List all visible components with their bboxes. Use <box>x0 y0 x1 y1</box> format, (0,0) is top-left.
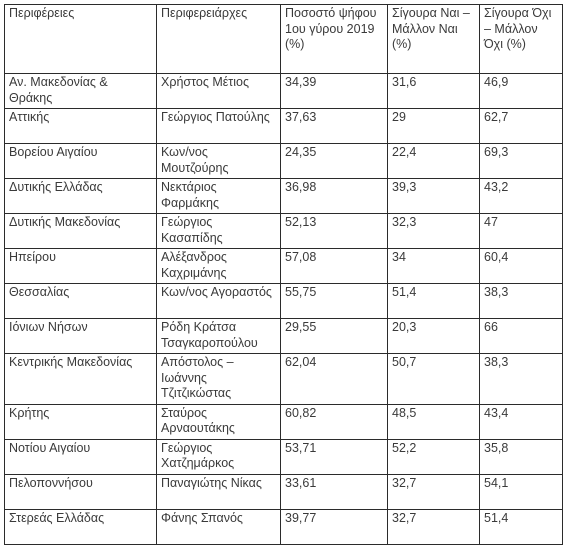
cell-governor: Σταύρος Αρναουτάκης <box>156 403 281 440</box>
cell-no: 47 <box>479 213 563 249</box>
cell-region: Ηπείρου <box>4 248 157 284</box>
cell-yes: 32,3 <box>387 213 480 249</box>
cell-vote-share: 57,08 <box>280 248 388 284</box>
table-row: Νοτίου Αιγαίου Γεώργιος Χατζημάρκος 53,7… <box>4 438 563 475</box>
cell-no: 69,3 <box>479 143 563 179</box>
cell-vote-share: 29,55 <box>280 318 388 354</box>
cell-yes: 34 <box>387 248 480 284</box>
cell-governor: Ρόδη Κράτσα Τσαγκαροπούλου <box>156 318 281 354</box>
cell-vote-share: 37,63 <box>280 108 388 144</box>
table-header-row: Περιφέρειες Περιφερειάρχες Ποσοστό ψήφου… <box>4 4 563 74</box>
cell-vote-share: 39,77 <box>280 508 388 545</box>
cell-vote-share: 52,13 <box>280 213 388 249</box>
cell-region: Θεσσαλίας <box>4 283 157 319</box>
cell-vote-share: 62,04 <box>280 353 388 405</box>
table-row: Δυτικής Ελλάδας Νεκτάριος Φαρμάκης 36,98… <box>4 178 563 214</box>
cell-no: 54,1 <box>479 473 563 510</box>
cell-yes: 20,3 <box>387 318 480 354</box>
cell-yes: 29 <box>387 108 480 144</box>
cell-region: Στερεάς Ελλάδας <box>4 508 157 545</box>
cell-region: Βορείου Αιγαίου <box>4 143 157 179</box>
cell-governor: Αλέξανδρος Καχριμάνης <box>156 248 281 284</box>
cell-governor: Γεώργιος Κασαπίδης <box>156 213 281 249</box>
header-yes: Σίγουρα Ναι – Μάλλον Ναι (%) <box>387 4 480 74</box>
cell-vote-share: 53,71 <box>280 438 388 475</box>
cell-no: 43,4 <box>479 403 563 440</box>
header-region: Περιφέρειες <box>4 4 157 74</box>
cell-governor: Γεώργιος Πατούλης <box>156 108 281 144</box>
table-row: Ηπείρου Αλέξανδρος Καχριμάνης 57,08 34 6… <box>4 248 563 284</box>
cell-region: Δυτικής Ελλάδας <box>4 178 157 214</box>
cell-governor: Νεκτάριος Φαρμάκης <box>156 178 281 214</box>
cell-vote-share: 36,98 <box>280 178 388 214</box>
cell-governor: Φάνης Σπανός <box>156 508 281 545</box>
cell-governor: Κων/νος Αγοραστός <box>156 283 281 319</box>
cell-region: Κεντρικής Μακεδονίας <box>4 353 157 405</box>
cell-yes: 32,7 <box>387 508 480 545</box>
cell-region: Κρήτης <box>4 403 157 440</box>
cell-no: 60,4 <box>479 248 563 284</box>
table-row: Ιόνιων Νήσων Ρόδη Κράτσα Τσαγκαροπούλου … <box>4 318 563 354</box>
cell-yes: 51,4 <box>387 283 480 319</box>
table-row: Αττικής Γεώργιος Πατούλης 37,63 29 62,7 <box>4 108 563 144</box>
cell-no: 38,3 <box>479 353 563 405</box>
header-no: Σίγουρα Όχι – Μάλλον Όχι (%) <box>479 4 563 74</box>
cell-yes: 32,7 <box>387 473 480 510</box>
cell-vote-share: 33,61 <box>280 473 388 510</box>
regional-governors-table: Περιφέρειες Περιφερειάρχες Ποσοστό ψήφου… <box>4 4 563 545</box>
cell-no: 38,3 <box>479 283 563 319</box>
cell-governor: Γεώργιος Χατζημάρκος <box>156 438 281 475</box>
cell-no: 46,9 <box>479 73 563 109</box>
cell-yes: 22,4 <box>387 143 480 179</box>
cell-region: Ιόνιων Νήσων <box>4 318 157 354</box>
cell-no: 66 <box>479 318 563 354</box>
table-row: Αν. Μακεδονίας & Θράκης Χρήστος Μέτιος 3… <box>4 73 563 109</box>
cell-region: Πελοποννήσου <box>4 473 157 510</box>
cell-yes: 31,6 <box>387 73 480 109</box>
table-row: Κρήτης Σταύρος Αρναουτάκης 60,82 48,5 43… <box>4 403 563 440</box>
cell-no: 51,4 <box>479 508 563 545</box>
table-row: Βορείου Αιγαίου Κων/νος Μουτζούρης 24,35… <box>4 143 563 179</box>
cell-yes: 48,5 <box>387 403 480 440</box>
table-row: Δυτικής Μακεδονίας Γεώργιος Κασαπίδης 52… <box>4 213 563 249</box>
cell-governor: Χρήστος Μέτιος <box>156 73 281 109</box>
cell-yes: 52,2 <box>387 438 480 475</box>
cell-no: 43,2 <box>479 178 563 214</box>
cell-no: 35,8 <box>479 438 563 475</box>
cell-region: Νοτίου Αιγαίου <box>4 438 157 475</box>
table-row: Θεσσαλίας Κων/νος Αγοραστός 55,75 51,4 3… <box>4 283 563 319</box>
cell-yes: 39,3 <box>387 178 480 214</box>
cell-region: Αν. Μακεδονίας & Θράκης <box>4 73 157 109</box>
header-governor: Περιφερειάρχες <box>156 4 281 74</box>
cell-no: 62,7 <box>479 108 563 144</box>
cell-vote-share: 55,75 <box>280 283 388 319</box>
cell-yes: 50,7 <box>387 353 480 405</box>
cell-vote-share: 24,35 <box>280 143 388 179</box>
table-row: Κεντρικής Μακεδονίας Απόστολος – Ιωάννης… <box>4 353 563 405</box>
table-row: Στερεάς Ελλάδας Φάνης Σπανός 39,77 32,7 … <box>4 508 563 545</box>
cell-governor: Παναγιώτης Νίκας <box>156 473 281 510</box>
cell-region: Δυτικής Μακεδονίας <box>4 213 157 249</box>
cell-region: Αττικής <box>4 108 157 144</box>
cell-governor: Απόστολος – Ιωάννης Τζιτζικώστας <box>156 353 281 405</box>
header-vote-share: Ποσοστό ψήφου 1ου γύρου 2019 (%) <box>280 4 388 74</box>
table-row: Πελοποννήσου Παναγιώτης Νίκας 33,61 32,7… <box>4 473 563 510</box>
cell-governor: Κων/νος Μουτζούρης <box>156 143 281 179</box>
cell-vote-share: 34,39 <box>280 73 388 109</box>
cell-vote-share: 60,82 <box>280 403 388 440</box>
